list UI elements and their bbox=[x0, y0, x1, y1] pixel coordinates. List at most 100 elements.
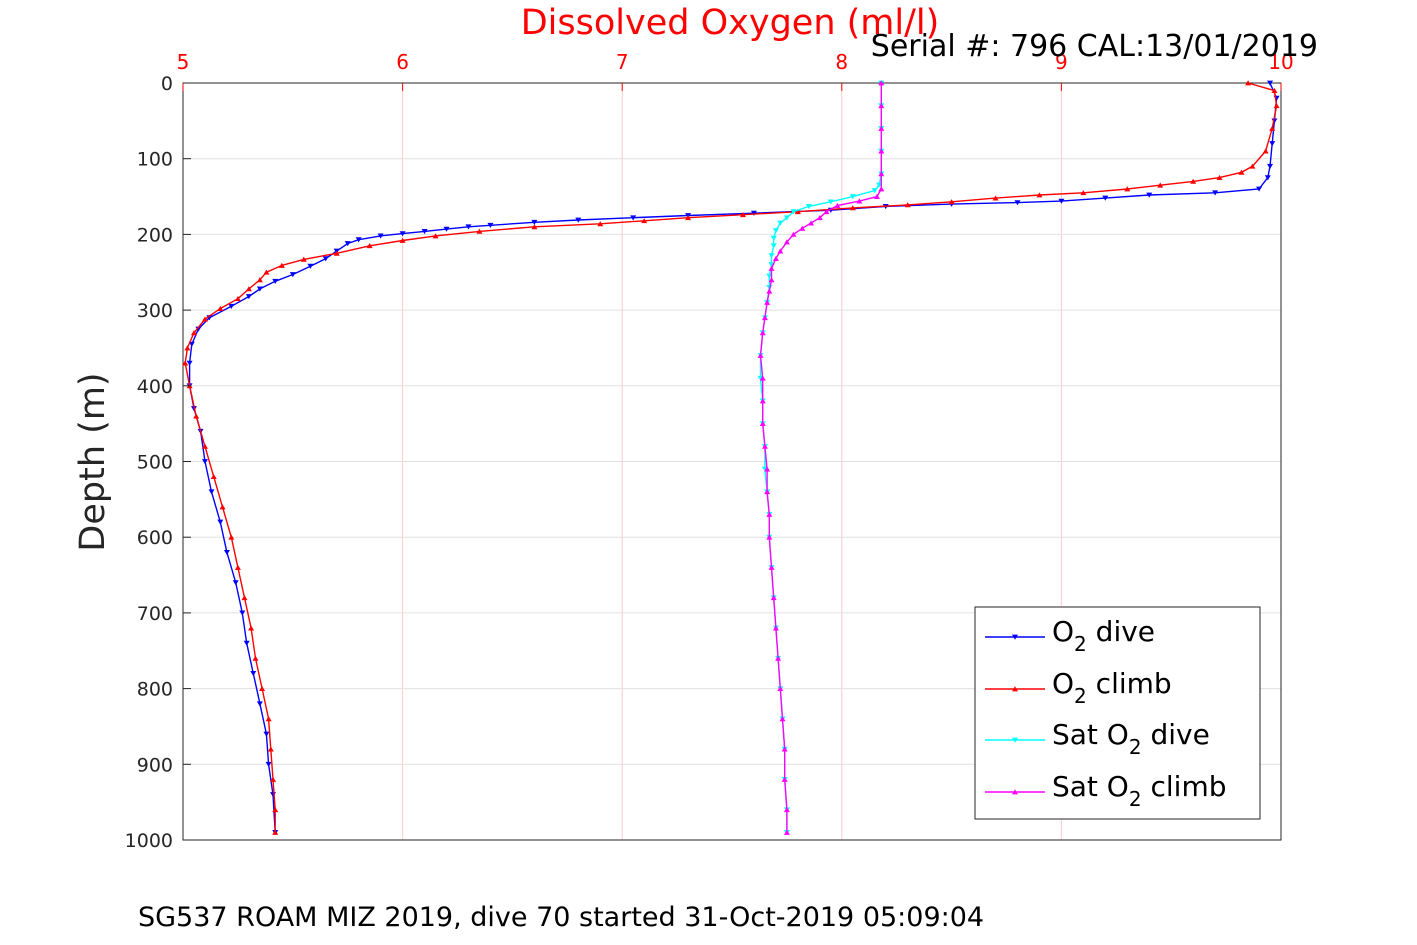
legend-marker bbox=[1012, 686, 1018, 692]
data-point bbox=[217, 519, 224, 525]
data-point bbox=[772, 625, 779, 631]
data-point bbox=[1249, 163, 1256, 169]
data-point bbox=[1146, 192, 1153, 198]
y-tick-label: 500 bbox=[137, 452, 173, 474]
data-point bbox=[783, 215, 790, 221]
data-point bbox=[759, 398, 766, 404]
y-tick-label: 200 bbox=[137, 224, 173, 246]
legend-label: Sat O2 dive bbox=[1052, 718, 1210, 759]
data-point bbox=[759, 375, 766, 381]
data-point bbox=[186, 360, 193, 366]
series-line bbox=[759, 83, 882, 833]
data-point bbox=[849, 205, 856, 211]
data-point bbox=[195, 326, 202, 332]
y-tick-label: 0 bbox=[161, 73, 173, 95]
data-point bbox=[241, 595, 248, 601]
x-tick-label: 8 bbox=[835, 50, 848, 74]
y-tick-label: 1000 bbox=[125, 830, 173, 852]
data-point bbox=[878, 148, 885, 154]
data-point bbox=[1157, 182, 1164, 188]
data-point bbox=[270, 776, 277, 782]
data-point bbox=[377, 233, 384, 239]
data-point bbox=[333, 250, 340, 256]
data-point bbox=[1273, 95, 1280, 101]
legend-label: O2 climb bbox=[1052, 667, 1172, 708]
data-point bbox=[1190, 178, 1197, 184]
data-point bbox=[805, 203, 812, 210]
data-point bbox=[777, 220, 784, 226]
data-point bbox=[770, 235, 777, 241]
data-point bbox=[344, 241, 351, 247]
data-point bbox=[878, 125, 885, 131]
data-point bbox=[421, 228, 428, 235]
data-point bbox=[223, 549, 230, 556]
data-point bbox=[777, 248, 784, 254]
legend-entry: Sat O2 climb bbox=[985, 770, 1227, 811]
data-point bbox=[779, 716, 786, 722]
data-point bbox=[794, 208, 801, 215]
data-point bbox=[366, 243, 373, 249]
data-point bbox=[239, 610, 246, 616]
data-point bbox=[856, 198, 863, 204]
data-point bbox=[1273, 103, 1280, 109]
x-tick-label: 9 bbox=[1055, 50, 1068, 74]
data-point bbox=[641, 218, 648, 224]
data-point bbox=[487, 222, 494, 229]
data-point bbox=[267, 746, 274, 752]
data-point bbox=[783, 829, 790, 835]
data-point bbox=[630, 215, 637, 221]
legend-box bbox=[974, 606, 1261, 820]
data-point bbox=[278, 262, 285, 268]
data-point bbox=[783, 239, 790, 245]
series-line bbox=[759, 83, 882, 833]
data-point bbox=[201, 316, 208, 322]
data-point bbox=[272, 807, 279, 813]
data-point bbox=[217, 305, 224, 311]
x-tick-label: 7 bbox=[616, 50, 629, 74]
data-point bbox=[834, 202, 841, 209]
data-point bbox=[766, 511, 773, 517]
data-layer bbox=[182, 80, 1280, 836]
data-point bbox=[270, 792, 277, 798]
data-point bbox=[443, 226, 450, 232]
data-point bbox=[775, 655, 782, 661]
data-point bbox=[823, 208, 830, 215]
data-point bbox=[432, 233, 439, 239]
data-point bbox=[777, 685, 784, 691]
data-point bbox=[1212, 190, 1219, 196]
data-point bbox=[575, 217, 582, 223]
data-point bbox=[300, 256, 307, 262]
data-point bbox=[790, 231, 797, 237]
legend-marker bbox=[1012, 634, 1018, 640]
data-point bbox=[739, 212, 746, 218]
data-point bbox=[878, 186, 885, 192]
y-tick-label: 600 bbox=[137, 527, 173, 549]
legend-label: O2 dive bbox=[1052, 615, 1155, 656]
serial-annotation: Serial #: 796 CAL:13/01/2019 bbox=[871, 29, 1318, 64]
data-point bbox=[827, 199, 834, 205]
data-point bbox=[201, 459, 208, 465]
series-line bbox=[188, 82, 1278, 833]
data-point bbox=[184, 345, 191, 351]
y-tick-label: 800 bbox=[137, 679, 173, 701]
data-point bbox=[766, 288, 773, 294]
legend: O2 dive O2 climb Sat O2 dive Sat O2 climb bbox=[974, 606, 1261, 820]
data-point bbox=[759, 420, 766, 427]
data-point bbox=[228, 534, 235, 540]
data-point bbox=[770, 595, 777, 601]
data-point bbox=[1036, 192, 1043, 198]
data-point bbox=[1271, 118, 1278, 124]
data-point bbox=[234, 564, 241, 570]
data-point bbox=[685, 215, 692, 221]
data-point bbox=[768, 265, 775, 271]
data-point bbox=[764, 299, 771, 305]
data-point bbox=[873, 193, 880, 199]
data-point bbox=[1264, 175, 1271, 181]
data-point bbox=[1245, 80, 1252, 86]
data-point bbox=[259, 685, 266, 691]
data-point bbox=[772, 255, 779, 262]
data-point bbox=[1267, 163, 1274, 169]
data-point bbox=[761, 443, 768, 449]
data-point bbox=[256, 701, 263, 707]
data-point bbox=[761, 314, 768, 321]
